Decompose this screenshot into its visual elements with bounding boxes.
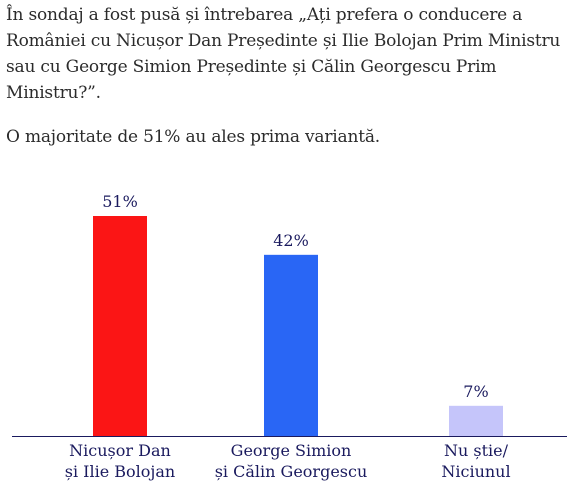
survey-summary: O majoritate de 51% au ales prima varian…	[6, 127, 380, 147]
data-label-1: 51%	[102, 192, 138, 211]
survey-question: În sondaj a fost pusă și întrebarea „Ați…	[6, 5, 561, 103]
category-label-2-line-1: George Simion	[231, 441, 352, 460]
category-label-1-line-1: Nicușor Dan	[69, 441, 171, 460]
category-label-1-line-2: și Ilie Bolojan	[65, 462, 175, 481]
category-label-2-line-2: și Călin Georgescu	[215, 462, 368, 481]
data-label-2: 42%	[273, 231, 309, 250]
bar-3	[449, 405, 503, 436]
bar-1	[93, 216, 147, 436]
data-label-3: 7%	[463, 382, 488, 401]
category-label-3-line-1: Nu știe/	[444, 441, 509, 460]
category-label-3-line-2: Niciunul	[441, 462, 510, 481]
bar-2	[264, 254, 318, 436]
